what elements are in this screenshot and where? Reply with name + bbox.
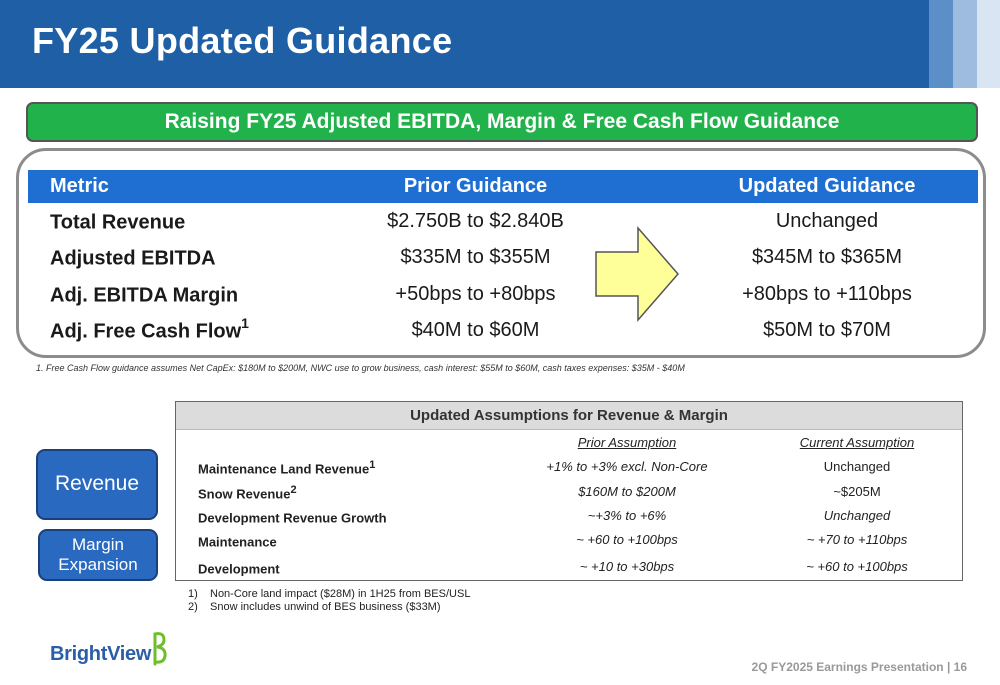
guidance-table: Metric Prior Guidance Updated Guidance T… (28, 170, 978, 349)
current-assumption-value: Unchanged (823, 459, 891, 474)
table-row: Adj. Free Cash Flow1 $40M to $60M $50M t… (28, 313, 978, 350)
assumption-label: Development (198, 561, 280, 577)
margin-label-line2: Expansion (58, 555, 138, 574)
col-prior-assumption: Prior Assumption (577, 435, 677, 450)
prior-assumption-value: ~+3% to +6% (587, 508, 667, 523)
current-assumption-value: Unchanged (823, 508, 891, 523)
guidance-box (16, 148, 986, 358)
prior-assumption-value: ~ +10 to +30bps (579, 559, 675, 574)
metric-label: Adj. Free Cash Flow1 (50, 315, 249, 344)
header-metric: Metric (50, 175, 109, 197)
assumption-label: Snow Revenue2 (198, 484, 297, 502)
table-row: Adj. EBITDA Margin +50bps to +80bps +80b… (28, 276, 978, 313)
prior-assumption-value: +1% to +3% excl. Non-Core (546, 459, 708, 474)
note-item: 1) Non-Core land impact ($28M) in 1H25 f… (188, 588, 471, 600)
table-row: Total Revenue $2.750B to $2.840B Unchang… (28, 203, 978, 240)
guidance-banner: Raising FY25 Adjusted EBITDA, Margin & F… (26, 102, 978, 142)
current-assumption-value: ~ +60 to +100bps (806, 559, 908, 574)
guidance-footnote: 1. Free Cash Flow guidance assumes Net C… (36, 363, 685, 373)
prior-assumption-value: $160M to $200M (578, 484, 676, 499)
assumption-label: Maintenance Land Revenue1 (198, 459, 376, 477)
current-assumption-value: ~ +70 to +110bps (806, 532, 908, 547)
prior-assumption-value: ~ +60 to +100bps (576, 532, 678, 547)
page-footer: 2Q FY2025 Earnings Presentation | 16 (751, 660, 967, 674)
assumption-label: Development Revenue Growth (198, 510, 387, 526)
margin-expansion-label: Margin Expansion (38, 529, 158, 581)
logo-wordmark: BrightView (50, 643, 152, 665)
page-title: FY25 Updated Guidance (32, 20, 453, 61)
header-updated-guidance: Updated Guidance (738, 175, 916, 197)
header-stripe (953, 0, 977, 88)
prior-value: $40M to $60M (411, 319, 540, 342)
assumptions-title: Updated Assumptions for Revenue & Margin (176, 402, 962, 430)
assumption-notes: 1) Non-Core land impact ($28M) in 1H25 f… (188, 588, 470, 614)
updated-value: $50M to $70M (763, 319, 891, 342)
header-band: FY25 Updated Guidance (0, 0, 1000, 88)
metric-label: Adjusted EBITDA (50, 248, 216, 271)
header-prior-guidance: Prior Guidance (403, 175, 548, 197)
prior-value: $2.750B to $2.840B (387, 209, 564, 232)
header-stripe (977, 0, 1000, 88)
prior-value: $335M to $355M (400, 246, 551, 269)
leaf-icon (153, 632, 167, 666)
updated-value: Unchanged (775, 209, 879, 232)
assumption-label: Maintenance (198, 534, 277, 550)
brightview-logo: BrightView (50, 630, 168, 666)
right-arrow-icon (595, 226, 679, 322)
updated-value: $345M to $365M (751, 246, 903, 269)
revenue-label: Revenue (36, 449, 158, 520)
margin-label-line1: Margin (72, 535, 124, 555)
metric-label: Adj. EBITDA Margin (50, 284, 239, 307)
guidance-table-header: Metric Prior Guidance Updated Guidance (28, 170, 978, 203)
prior-value: +50bps to +80bps (395, 282, 556, 305)
header-stripe (929, 0, 953, 88)
current-assumption-value: ~$205M (833, 484, 881, 499)
assumptions-table: Updated Assumptions for Revenue & Margin… (175, 401, 963, 581)
metric-label: Total Revenue (50, 211, 186, 234)
table-row: Adjusted EBITDA $335M to $355M $345M to … (28, 240, 978, 277)
note-item: 2) Snow includes unwind of BES business … (188, 601, 441, 613)
col-current-assumption: Current Assumption (799, 435, 915, 450)
updated-value: +80bps to +110bps (742, 282, 912, 305)
